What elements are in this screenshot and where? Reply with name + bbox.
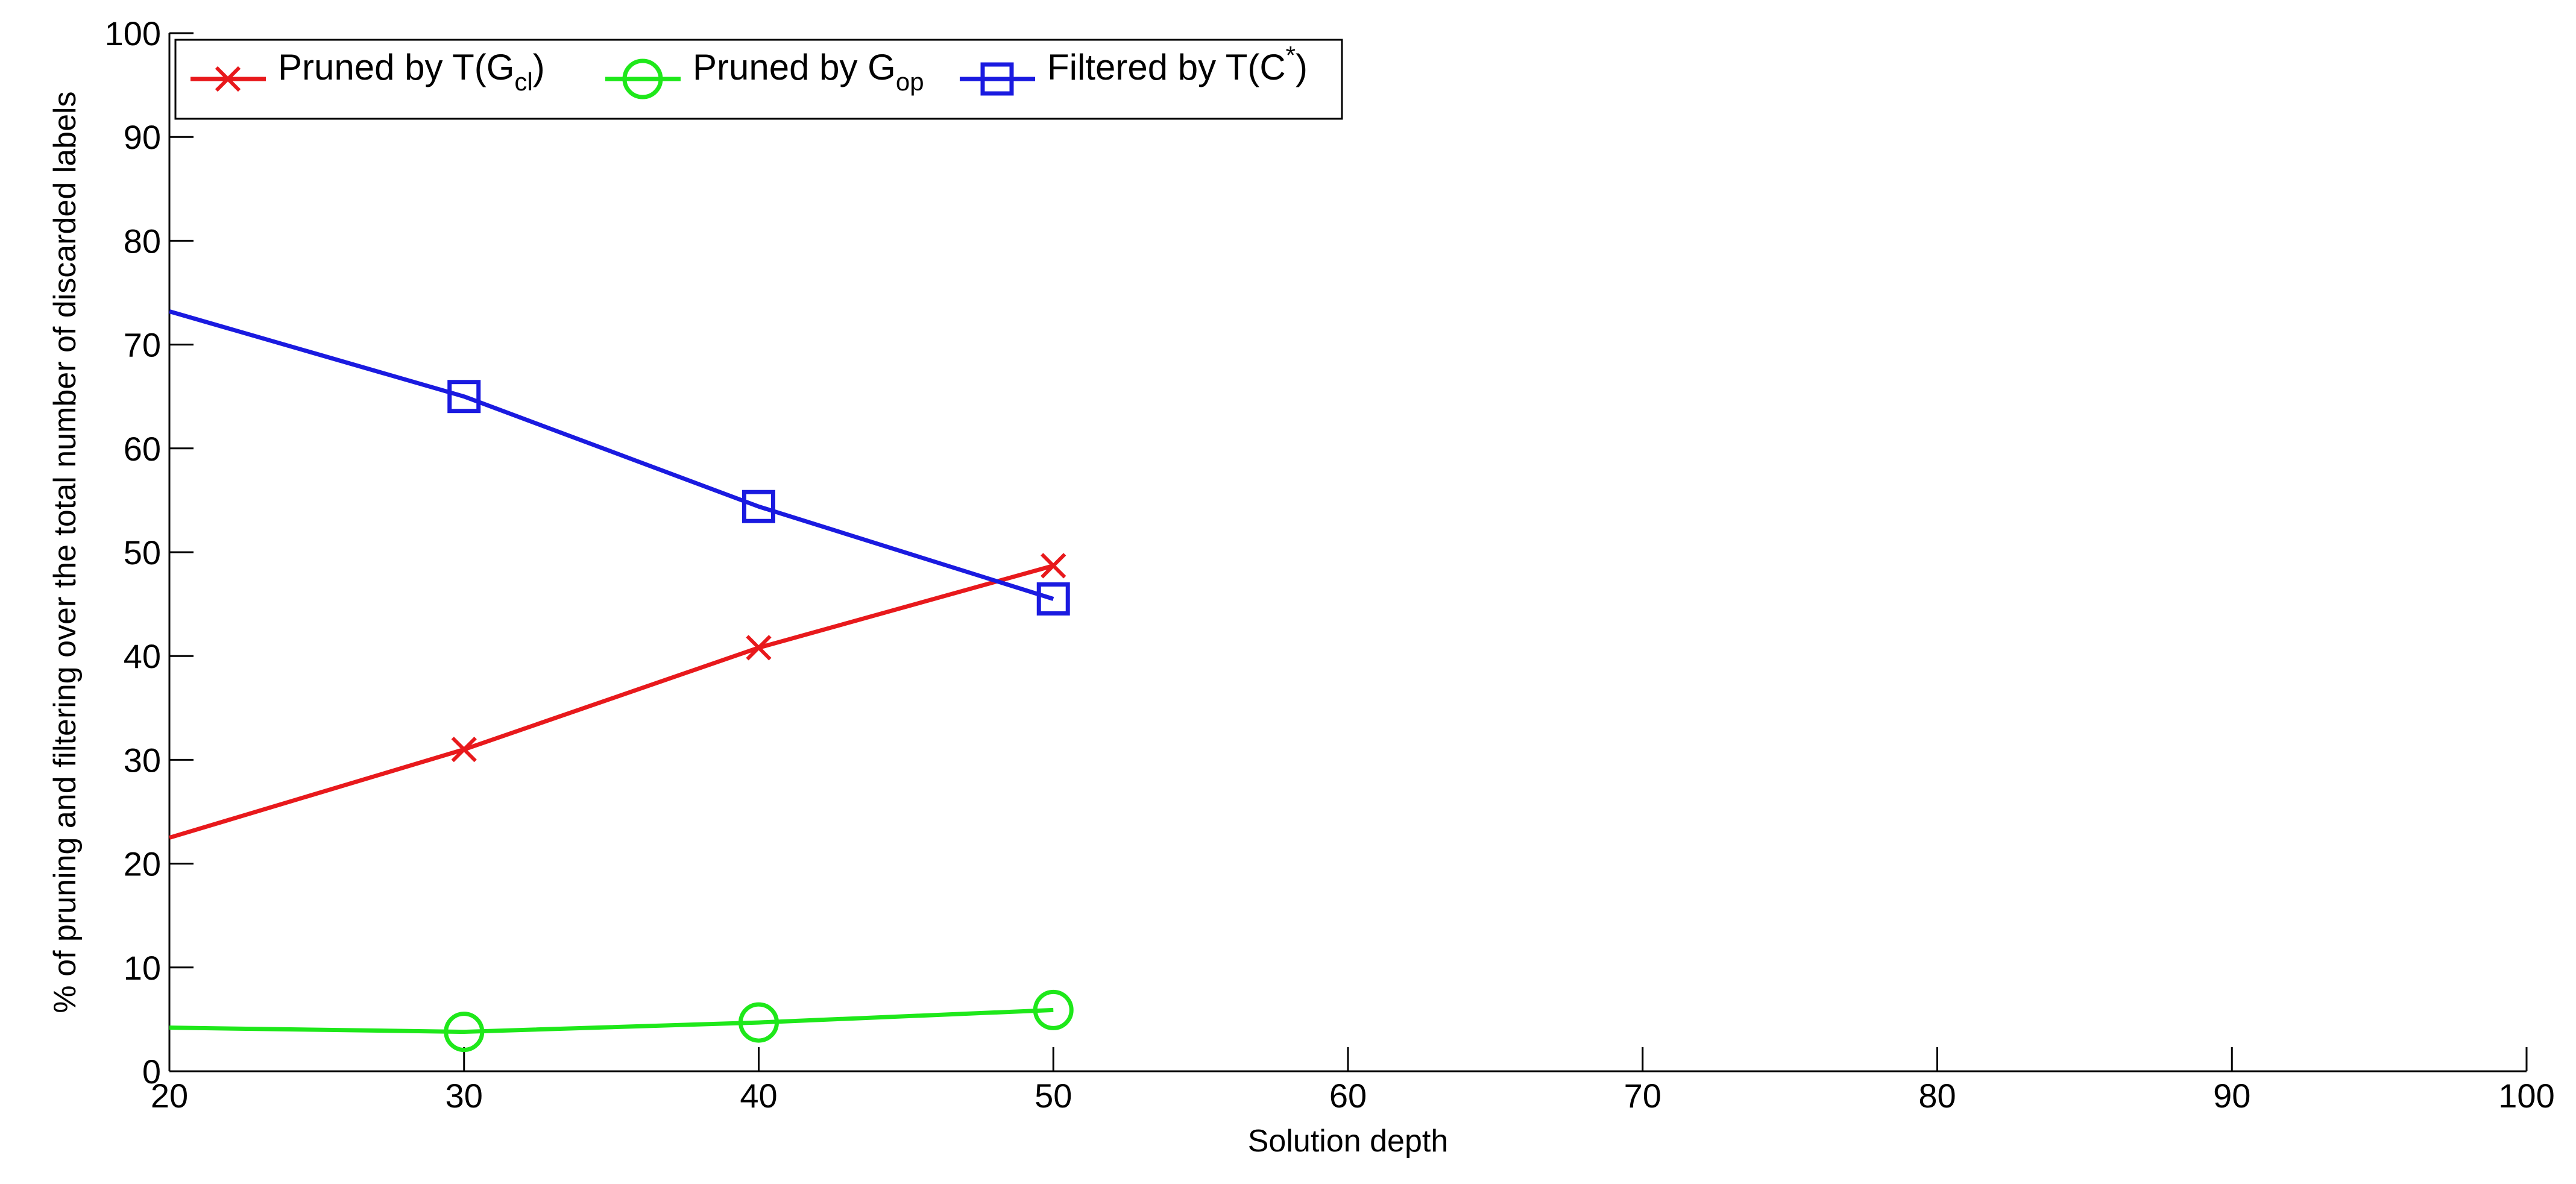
x-tick-label: 90: [2213, 1077, 2250, 1115]
data-point-filtered-tc: [742, 490, 775, 523]
legend-swatch-marker: [622, 58, 663, 99]
y-ticks: 0 10 20 30 40 50 60 70 80 90 100: [105, 14, 194, 1091]
data-point-pruned-gop: [444, 1012, 485, 1053]
legend-label: Pruned by Gop: [693, 47, 924, 96]
series-line-pruned-gop: [169, 1007, 1054, 1034]
legend-item-pruned-tgcl: Pruned by T(Gcl): [191, 47, 545, 96]
x-tick-label: 70: [1624, 1077, 1661, 1115]
legend: Pruned by T(Gcl) Pruned by Gop Filtered by…: [174, 39, 1343, 120]
x-tick-label: 80: [1918, 1077, 1956, 1115]
series-pruned-tgcl: [168, 553, 1066, 840]
legend-label: Filtered by T(C*): [1047, 41, 1308, 87]
y-tick-label: 40: [124, 637, 161, 675]
y-tick-label: 30: [124, 741, 161, 779]
x-tick-label: 20: [151, 1077, 188, 1115]
y-tick-label: 70: [124, 326, 161, 364]
y-tick-label: 100: [105, 14, 161, 52]
data-point-filtered-tc: [447, 380, 481, 414]
y-tick-label: 20: [124, 845, 161, 883]
data-point-pruned-gop: [1033, 989, 1074, 1030]
data-point-pruned-tgcl: [746, 635, 772, 661]
y-tick-label: 60: [124, 430, 161, 468]
x-tick-label: 60: [1329, 1077, 1367, 1115]
x-tick-label: 100: [2498, 1077, 2554, 1115]
x-tick-label: 40: [740, 1077, 777, 1115]
x-ticks: 20 30 40 50 60 70 80 90 100: [151, 1047, 2555, 1115]
data-point-pruned-tgcl: [1041, 553, 1066, 579]
series-line-filtered-tc: [169, 309, 1054, 601]
y-axis-label: % of pruning and filtering over the tota…: [48, 91, 83, 1013]
x-axis-label: Solution depth: [1248, 1124, 1449, 1159]
legend-swatch-marker: [215, 66, 241, 92]
y-tick-label: 50: [124, 534, 161, 572]
x-tick-label: 30: [446, 1077, 483, 1115]
legend-box: [174, 39, 1343, 120]
series-line-pruned-tgcl: [168, 564, 1054, 840]
series-layer: [168, 309, 1074, 1053]
y-tick-label: 0: [142, 1053, 161, 1091]
data-point-pruned-gop: [738, 1002, 779, 1043]
series-filtered-tc: [169, 309, 1070, 616]
series-pruned-gop: [169, 989, 1074, 1053]
data-point-pruned-tgcl: [451, 737, 477, 763]
legend-swatch-marker: [980, 62, 1014, 96]
y-tick-label: 10: [124, 949, 161, 987]
x-tick-label: 50: [1034, 1077, 1072, 1115]
data-point-filtered-tc: [1036, 582, 1070, 616]
legend-item-pruned-gop: Pruned by Gop: [605, 47, 924, 99]
legend-item-filtered-tc: Filtered by T(C*): [960, 41, 1308, 96]
y-tick-label: 80: [124, 222, 161, 260]
y-tick-label: 90: [124, 118, 161, 156]
legend-label: Pruned by T(Gcl): [278, 47, 545, 96]
